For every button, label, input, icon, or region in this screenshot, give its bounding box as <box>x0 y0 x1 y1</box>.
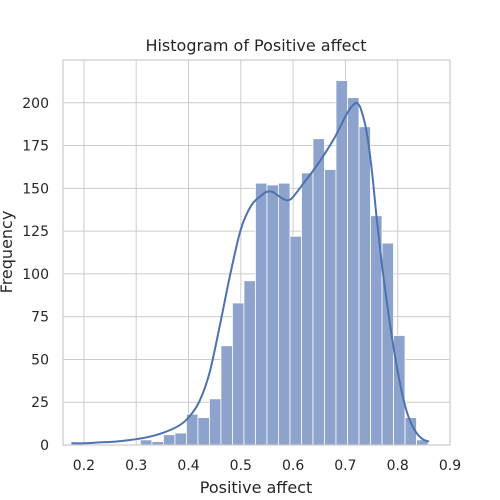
x-tick-label: 0.8 <box>387 458 409 474</box>
y-tick-label: 125 <box>22 224 49 240</box>
histogram-bar <box>139 439 153 446</box>
histogram-bar <box>312 138 325 446</box>
y-axis-ticks: 0 25 50 75 100 125 150 175 200 <box>22 96 49 454</box>
histogram-bar <box>324 169 337 446</box>
plot-frame <box>62 59 451 446</box>
histogram-bar <box>335 80 348 446</box>
histogram-bar <box>243 280 256 446</box>
y-tick-label: 0 <box>40 438 49 454</box>
histogram-bar <box>232 302 245 446</box>
y-tick-label: 100 <box>22 267 49 283</box>
histogram-bar <box>278 182 291 446</box>
x-axis-ticks: 0.2 0.3 0.4 0.5 0.6 0.7 0.8 0.9 <box>73 458 461 474</box>
chart-title: Histogram of Positive affect <box>145 36 366 55</box>
histogram-bar <box>163 434 176 446</box>
x-tick-label: 0.5 <box>230 458 252 474</box>
x-tick-label: 0.9 <box>439 458 461 474</box>
histogram-bars <box>70 80 429 446</box>
y-axis-label: Frequency <box>0 211 16 294</box>
histogram-bar <box>220 345 233 446</box>
histogram-bar <box>358 126 371 446</box>
histogram-bar <box>255 182 268 446</box>
histogram-bar <box>209 398 222 446</box>
x-tick-label: 0.6 <box>282 458 304 474</box>
histogram-bar <box>174 432 187 446</box>
x-tick-label: 0.3 <box>125 458 147 474</box>
histogram-bar <box>301 172 314 446</box>
x-tick-label: 0.2 <box>73 458 95 474</box>
x-tick-label: 0.7 <box>334 458 356 474</box>
kde-curve <box>71 101 430 445</box>
histogram-bar <box>347 97 360 446</box>
y-tick-label: 25 <box>31 395 49 411</box>
y-tick-label: 50 <box>31 352 49 368</box>
y-tick-label: 200 <box>22 96 49 112</box>
histogram-bar <box>289 235 302 446</box>
y-tick-label: 175 <box>22 139 49 155</box>
histogram-bar <box>197 417 210 446</box>
x-tick-label: 0.4 <box>177 458 199 474</box>
y-tick-label: 150 <box>22 181 49 197</box>
y-tick-label: 75 <box>31 310 49 326</box>
histogram-bar <box>266 184 279 446</box>
x-axis-label: Positive affect <box>200 478 313 497</box>
